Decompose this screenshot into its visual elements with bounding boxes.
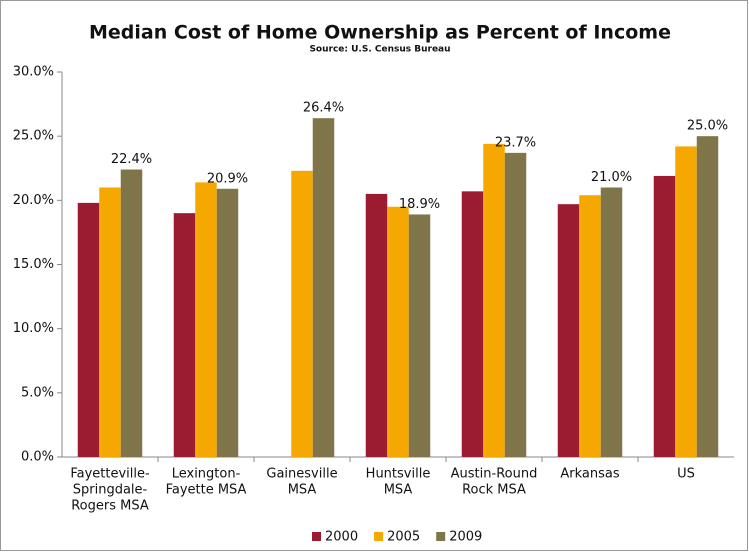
- x-tick-label: Gainesville: [266, 467, 337, 482]
- data-label: 23.7%: [495, 135, 536, 150]
- bar: [365, 193, 388, 457]
- chart-title: Median Cost of Home Ownership as Percent…: [89, 22, 671, 44]
- bar: [291, 170, 313, 458]
- data-label: 20.9%: [207, 171, 248, 186]
- x-tick-label: Rock MSA: [462, 483, 526, 498]
- bar: [653, 175, 676, 457]
- data-label: 26.4%: [303, 101, 344, 116]
- legend-swatch: [374, 532, 384, 541]
- bar: [483, 143, 505, 457]
- legend-label: 2000: [325, 530, 358, 545]
- x-tick-label: Huntsville: [366, 467, 431, 482]
- y-tick-label: 15.0%: [13, 257, 54, 272]
- x-tick-label: Fayette MSA: [166, 483, 247, 498]
- data-label: 18.9%: [399, 197, 440, 212]
- x-tick-label: US: [677, 467, 695, 482]
- bar: [557, 204, 580, 457]
- bar: [600, 187, 623, 457]
- bar: [504, 152, 527, 457]
- y-tick-label: 25.0%: [13, 129, 54, 144]
- legend-label: 2009: [449, 530, 482, 545]
- x-tick-label: Rogers MSA: [71, 499, 149, 514]
- chart-subtitle: Source: U.S. Census Bureau: [309, 45, 450, 55]
- bar: [99, 187, 121, 457]
- x-tick-label: MSA: [384, 483, 413, 498]
- x-tick-label: Austin-Round: [451, 467, 538, 482]
- legend-label: 2005: [387, 530, 420, 545]
- bar: [461, 191, 484, 457]
- y-tick-label: 10.0%: [13, 321, 54, 336]
- bar: [195, 182, 217, 457]
- x-tick-label: Arkansas: [560, 467, 619, 482]
- y-tick-label: 30.0%: [13, 65, 54, 80]
- y-tick-label: 0.0%: [21, 450, 54, 465]
- bar: [120, 169, 143, 458]
- x-tick-label: MSA: [288, 483, 317, 498]
- bar: [173, 213, 196, 457]
- bar: [77, 202, 100, 457]
- bar: [675, 146, 697, 457]
- x-tick-label: Springdale-: [73, 483, 148, 498]
- bar: [408, 214, 431, 457]
- y-tick-label: 20.0%: [13, 193, 54, 208]
- data-label: 25.0%: [687, 119, 728, 134]
- bar: [312, 118, 335, 457]
- x-tick-label: Lexington-: [172, 467, 241, 482]
- bar: [216, 188, 239, 458]
- bar: [579, 195, 601, 457]
- bar: [696, 136, 719, 457]
- data-label: 21.0%: [591, 170, 632, 185]
- data-label: 22.4%: [111, 152, 152, 167]
- legend-swatch: [312, 532, 321, 541]
- bar: [387, 206, 409, 457]
- legend-swatch: [436, 532, 446, 541]
- y-tick-label: 5.0%: [21, 385, 54, 400]
- x-tick-label: Fayetteville-: [70, 467, 150, 482]
